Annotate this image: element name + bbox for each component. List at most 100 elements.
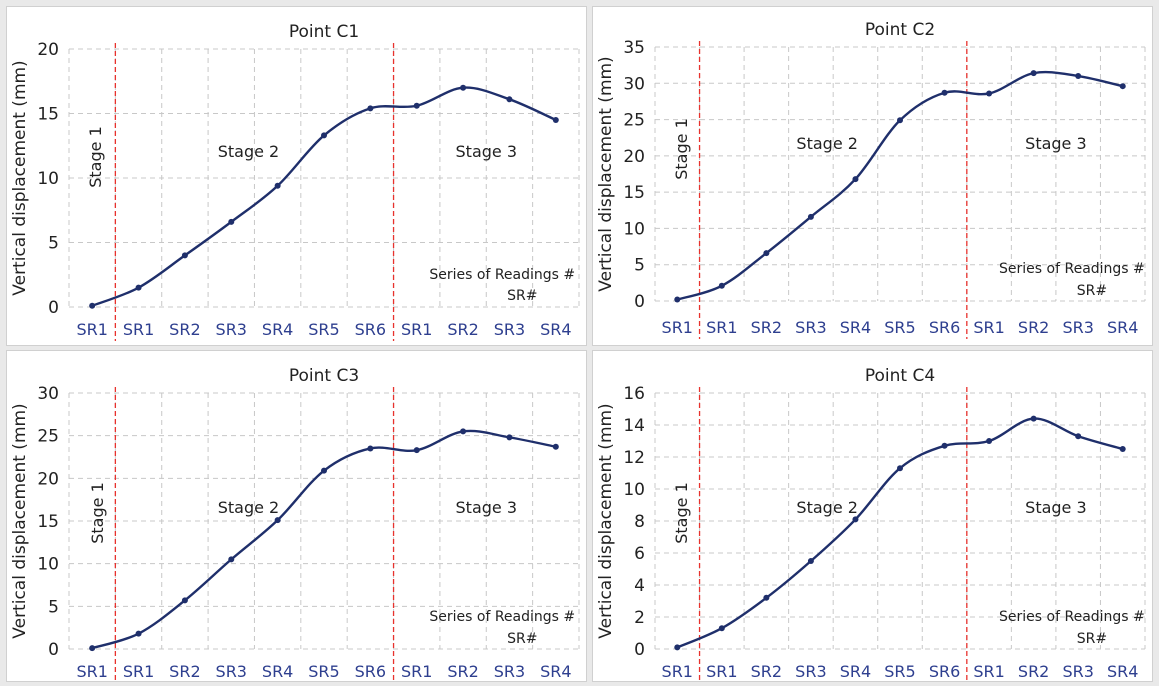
data-point: [413, 447, 420, 454]
chart-svg-c4: 0 2 4 6 8 10 12 14 16 Point C4 Vertical displaceme…: [596, 366, 1146, 681]
y-tick-label: 5: [48, 597, 59, 617]
data-point: [321, 467, 327, 474]
chart-panel-c4: 0 2 4 6 8 10 12 14 16 Point C4 Vertical displaceme…: [592, 350, 1153, 682]
y-tick-label: 0: [634, 640, 645, 660]
y-tick-label: 10: [623, 480, 645, 500]
stage-label: Stage 1: [88, 482, 107, 544]
data-point: [1119, 446, 1126, 452]
y-tick-label: 20: [37, 40, 59, 60]
data-point: [807, 213, 814, 220]
annotation-text: Series of Readings #: [999, 609, 1145, 625]
chart-title: Point C3: [289, 366, 359, 386]
x-category-label: SR5: [884, 318, 915, 337]
stage-label: Stage 3: [456, 498, 518, 517]
x-category-label: SR1: [401, 320, 432, 339]
x-category-label: SR3: [216, 320, 247, 339]
chart-svg-c3: 0 5 10 15 20 25 30 Point C3 Vertical displacemen…: [10, 366, 580, 681]
y-tick-label: 15: [37, 512, 59, 532]
y-tick-label: 6: [634, 544, 645, 564]
x-category-label: SR2: [751, 662, 782, 681]
x-category-label: SR2: [1018, 662, 1049, 681]
x-category-label: SR1: [973, 662, 1004, 681]
data-point: [941, 442, 948, 449]
x-category-label: SR1: [662, 318, 693, 337]
chart-title: Point C1: [289, 22, 359, 42]
x-category-label: SR4: [540, 662, 571, 681]
y-axis-label: Vertical displacement (mm): [596, 56, 616, 291]
annotation-text: Series of Readings #: [429, 609, 575, 625]
chart-panel-c1: 0 5 10 15 20 Point C1 Vertical displacement (m…: [6, 6, 587, 346]
x-category-label: SR2: [447, 320, 478, 339]
x-category-label: SR2: [751, 318, 782, 337]
x-category-label: SR3: [1062, 318, 1093, 337]
data-point: [228, 556, 235, 563]
data-point: [986, 90, 993, 97]
data-point: [807, 558, 814, 564]
chart-title: Point C4: [865, 366, 935, 386]
x-category-label: SR3: [795, 318, 826, 337]
y-tick-label: 2: [634, 608, 645, 628]
y-tick-label: 15: [37, 105, 59, 125]
y-tick-label: 14: [623, 416, 645, 436]
data-point: [367, 105, 374, 112]
chart-svg-c2: 0 5 10 15 20 25 30 35 Point C2 Vertical displacem…: [596, 20, 1146, 339]
y-tick-label: 20: [623, 147, 645, 167]
data-point: [1075, 73, 1082, 80]
y-tick-label: 25: [623, 111, 645, 131]
stage-label: Stage 3: [456, 142, 518, 161]
data-point: [506, 96, 513, 103]
x-category-label: SR2: [1018, 318, 1049, 337]
y-tick-label: 10: [37, 169, 59, 189]
annotation-text: Series of Readings #: [429, 267, 575, 283]
x-category-label: SR2: [447, 662, 478, 681]
data-point: [274, 517, 281, 524]
x-category-label: SR3: [216, 662, 247, 681]
data-point: [718, 625, 725, 632]
stage-label: Stage 1: [672, 118, 691, 180]
data-point: [135, 630, 142, 637]
data-point: [135, 284, 142, 291]
y-tick-label: 16: [623, 384, 645, 404]
data-point: [367, 445, 374, 452]
y-tick-label: 5: [48, 234, 59, 254]
data-point: [852, 176, 859, 183]
data-point: [1075, 433, 1082, 440]
data-point: [460, 428, 467, 435]
stage-label: Stage 3: [1025, 498, 1087, 517]
annotation-text: SR#: [507, 631, 537, 647]
x-category-label: SR6: [929, 662, 960, 681]
y-tick-label: 0: [48, 640, 59, 660]
data-point: [718, 282, 725, 289]
x-category-label: SR4: [262, 320, 293, 339]
x-category-label: SR2: [169, 662, 200, 681]
x-category-label: SR4: [1107, 662, 1138, 681]
data-point: [763, 594, 770, 601]
x-category-label: SR4: [840, 318, 871, 337]
y-tick-label: 10: [623, 219, 645, 239]
y-axis-label: Vertical displacement (mm): [596, 403, 616, 638]
chart-title: Point C2: [865, 20, 935, 40]
x-category-label: SR6: [355, 320, 386, 339]
data-point: [941, 89, 948, 96]
data-point: [181, 252, 188, 259]
y-axis-label: Vertical displacement (mm): [10, 403, 30, 638]
x-category-label: SR1: [706, 318, 737, 337]
data-point: [274, 182, 281, 189]
data-point: [1030, 70, 1037, 77]
y-tick-label: 15: [623, 183, 645, 203]
y-tick-label: 12: [623, 448, 645, 468]
stage-label: Stage 2: [796, 134, 858, 153]
x-category-label: SR1: [76, 320, 107, 339]
x-category-label: SR4: [540, 320, 571, 339]
x-category-label: SR4: [1107, 318, 1138, 337]
y-tick-label: 30: [623, 74, 645, 94]
x-category-label: SR3: [494, 320, 525, 339]
y-tick-label: 4: [634, 576, 645, 596]
y-tick-label: 0: [634, 292, 645, 312]
x-category-label: SR4: [840, 662, 871, 681]
data-point: [552, 116, 559, 123]
chart-panel-c2: 0 5 10 15 20 25 30 35 Point C2 Vertical displacem…: [592, 6, 1153, 346]
annotation-text: SR#: [1077, 631, 1107, 647]
chart-svg-c1: 0 5 10 15 20 Point C1 Vertical displacement (m…: [10, 22, 580, 341]
x-category-label: SR6: [929, 318, 960, 337]
